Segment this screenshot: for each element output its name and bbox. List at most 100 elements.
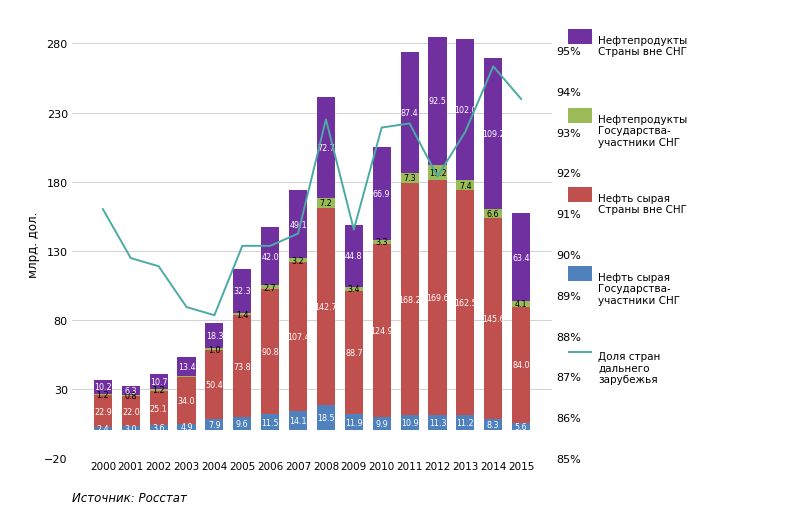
Bar bbox=[484, 218, 502, 419]
Text: 3.0: 3.0 bbox=[125, 424, 137, 433]
Text: 3.4: 3.4 bbox=[347, 285, 360, 294]
Text: 34.0: 34.0 bbox=[178, 396, 195, 405]
Text: 9.9: 9.9 bbox=[375, 419, 388, 428]
Bar bbox=[178, 357, 195, 376]
Text: 14.1: 14.1 bbox=[290, 416, 307, 426]
Bar bbox=[345, 225, 363, 287]
Text: 72.7: 72.7 bbox=[317, 144, 335, 153]
Text: 11.2: 11.2 bbox=[429, 169, 446, 178]
Text: 87.4: 87.4 bbox=[401, 108, 418, 118]
Text: 9.6: 9.6 bbox=[236, 419, 249, 429]
Text: 1.4: 1.4 bbox=[236, 310, 249, 319]
Bar bbox=[94, 395, 112, 427]
Bar bbox=[373, 240, 390, 245]
Text: 7.2: 7.2 bbox=[319, 199, 332, 208]
Bar bbox=[456, 191, 474, 415]
Text: 11.2: 11.2 bbox=[457, 418, 474, 427]
Text: 109.2: 109.2 bbox=[482, 129, 505, 138]
Bar bbox=[317, 208, 335, 405]
Text: 0.8: 0.8 bbox=[125, 391, 137, 400]
Text: 5.6: 5.6 bbox=[515, 422, 527, 431]
Text: Доля стран
дальнего
зарубежья: Доля стран дальнего зарубежья bbox=[598, 351, 661, 384]
Bar bbox=[150, 389, 168, 391]
Bar bbox=[345, 292, 363, 414]
Bar bbox=[373, 245, 390, 417]
Text: 8.3: 8.3 bbox=[487, 420, 499, 429]
Text: 168.2: 168.2 bbox=[398, 295, 421, 304]
Text: 6.6: 6.6 bbox=[487, 209, 499, 218]
Bar bbox=[94, 380, 112, 394]
Text: 11.9: 11.9 bbox=[345, 418, 362, 427]
Bar bbox=[456, 181, 474, 191]
Bar bbox=[178, 424, 195, 431]
Bar bbox=[429, 415, 446, 431]
Bar bbox=[345, 414, 363, 431]
Bar bbox=[122, 386, 140, 395]
Bar bbox=[401, 184, 418, 415]
Text: 92.5: 92.5 bbox=[429, 97, 446, 106]
Bar bbox=[429, 165, 446, 181]
Bar bbox=[206, 350, 223, 419]
Bar bbox=[261, 228, 279, 286]
Text: 6.3: 6.3 bbox=[125, 386, 137, 395]
Text: Нефть сырая
Страны вне СНГ: Нефть сырая Страны вне СНГ bbox=[598, 193, 687, 215]
Text: 10.9: 10.9 bbox=[401, 418, 418, 428]
Text: Нефть сырая
Государства-
участники СНГ: Нефть сырая Государства- участники СНГ bbox=[598, 272, 680, 305]
Bar bbox=[429, 181, 446, 415]
Bar bbox=[512, 423, 530, 431]
Text: 49.1: 49.1 bbox=[290, 220, 307, 229]
Bar bbox=[345, 287, 363, 292]
Bar bbox=[150, 391, 168, 426]
Bar bbox=[401, 174, 418, 184]
Text: 50.4: 50.4 bbox=[206, 380, 223, 389]
Bar bbox=[456, 40, 474, 181]
Text: 11.3: 11.3 bbox=[429, 418, 446, 427]
Bar bbox=[261, 290, 279, 415]
Text: 10.2: 10.2 bbox=[94, 382, 112, 391]
Bar bbox=[512, 214, 530, 301]
Text: 169.6: 169.6 bbox=[426, 294, 449, 302]
Bar bbox=[150, 426, 168, 431]
Text: 25.1: 25.1 bbox=[150, 404, 167, 413]
Text: 22.0: 22.0 bbox=[122, 407, 140, 416]
Text: 18.3: 18.3 bbox=[206, 332, 223, 341]
Text: 13.4: 13.4 bbox=[178, 362, 195, 371]
Bar bbox=[484, 59, 502, 209]
Bar bbox=[234, 314, 251, 316]
Bar bbox=[178, 377, 195, 424]
Text: 145.6: 145.6 bbox=[482, 314, 505, 323]
Bar bbox=[456, 415, 474, 431]
Text: 3.3: 3.3 bbox=[375, 238, 388, 247]
Bar bbox=[94, 394, 112, 395]
Bar bbox=[317, 98, 335, 198]
Bar bbox=[261, 286, 279, 290]
Text: Нефтепродукты
Страны вне СНГ: Нефтепродукты Страны вне СНГ bbox=[598, 36, 688, 57]
Bar bbox=[484, 209, 502, 218]
Text: 73.8: 73.8 bbox=[234, 362, 251, 371]
Bar bbox=[206, 419, 223, 431]
Text: 102.0: 102.0 bbox=[454, 106, 477, 115]
Text: 66.9: 66.9 bbox=[373, 189, 390, 199]
Text: 142.7: 142.7 bbox=[314, 302, 338, 311]
Text: 1.2: 1.2 bbox=[152, 386, 165, 394]
Bar bbox=[289, 259, 307, 263]
Text: 1.2: 1.2 bbox=[97, 390, 109, 399]
Text: 42.0: 42.0 bbox=[262, 252, 279, 261]
Bar bbox=[261, 415, 279, 431]
Bar bbox=[512, 307, 530, 423]
Bar bbox=[484, 419, 502, 431]
Bar bbox=[512, 301, 530, 307]
Text: 2.4: 2.4 bbox=[97, 425, 109, 433]
Bar bbox=[429, 38, 446, 165]
Text: 88.7: 88.7 bbox=[345, 349, 362, 357]
Bar bbox=[206, 349, 223, 350]
Bar bbox=[401, 53, 418, 174]
Text: 3.6: 3.6 bbox=[152, 423, 165, 433]
Bar bbox=[317, 198, 335, 208]
Bar bbox=[122, 396, 140, 427]
Text: 3.2: 3.2 bbox=[292, 256, 304, 265]
Text: 10.7: 10.7 bbox=[150, 377, 167, 386]
Bar bbox=[289, 263, 307, 411]
Text: 7.4: 7.4 bbox=[459, 181, 472, 190]
Text: 63.4: 63.4 bbox=[512, 253, 530, 262]
